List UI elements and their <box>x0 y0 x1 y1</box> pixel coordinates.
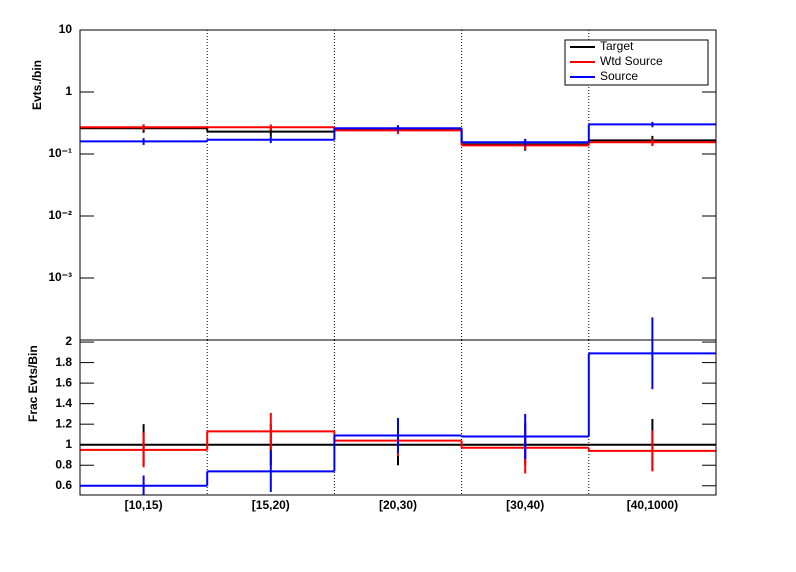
y-tick-label: 0.8 <box>55 457 72 471</box>
y-tick-label: 1.6 <box>55 375 72 389</box>
y-tick-label: 1.8 <box>55 355 72 369</box>
y-tick-label: 2 <box>65 334 72 348</box>
y-tick-label: 0.6 <box>55 478 72 492</box>
y-tick-label: 10⁻² <box>48 208 72 222</box>
legend-label: Wtd Source <box>600 54 663 68</box>
x-tick-label: [20,30) <box>379 498 417 512</box>
x-tick-label: [15,20) <box>252 498 290 512</box>
y-axis-title: Frac Evts/Bin <box>26 345 40 422</box>
y-tick-label: 10⁻¹ <box>48 146 72 160</box>
y-tick-label: 1.4 <box>55 396 72 410</box>
y-axis-title: Evts./bin <box>30 60 44 110</box>
x-tick-label: [30,40) <box>506 498 544 512</box>
legend-label: Source <box>600 69 638 83</box>
y-tick-label: 1 <box>65 84 72 98</box>
y-tick-label: 10⁻³ <box>48 270 72 284</box>
plot-frame <box>79 339 717 496</box>
y-tick-label: 1.2 <box>55 416 72 430</box>
legend-label: Target <box>600 39 634 53</box>
y-tick-label: 10 <box>59 22 73 36</box>
x-tick-label: [40,1000) <box>627 498 678 512</box>
y-tick-label: 1 <box>65 437 72 451</box>
x-tick-label: [10,15) <box>125 498 163 512</box>
